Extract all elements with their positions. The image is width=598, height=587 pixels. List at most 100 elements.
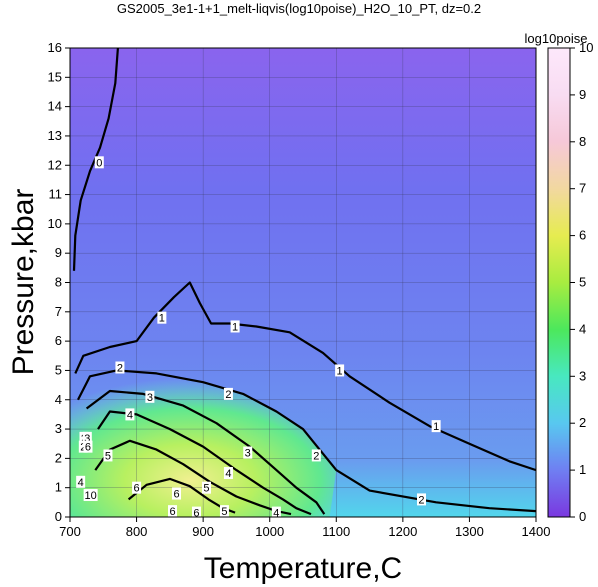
contour-label-box <box>83 489 98 502</box>
contour-label: 1 <box>232 321 238 333</box>
contour-label: 2 <box>418 494 424 506</box>
contour-label-box <box>416 493 426 506</box>
x-axis-ticks: 700 800 900 1000 1100 1200 1300 1400 <box>59 517 550 539</box>
y-tick-label: 8 <box>55 275 62 290</box>
colorbar-tick-label: 6 <box>579 228 586 243</box>
contour-label: 5 <box>105 450 111 462</box>
y-tick-label: 7 <box>55 304 62 319</box>
contour-line-5 <box>94 439 292 516</box>
contour-label: 6 <box>169 506 175 518</box>
contour-label: 4 <box>78 477 84 489</box>
y-tick-label: 12 <box>48 157 62 172</box>
y-tick-label: 11 <box>49 187 63 202</box>
y-tick-label: 16 <box>48 40 62 55</box>
contour-label: 3 <box>147 392 153 404</box>
colorbar-tick-label: 5 <box>579 275 586 290</box>
contour-label-box <box>103 449 113 462</box>
contour-label-box <box>76 475 86 488</box>
colorbar-label: log10poise <box>525 31 588 46</box>
contour-label: 4 <box>225 468 231 480</box>
y-tick-label: 3 <box>55 421 62 436</box>
contour-line-1 <box>74 281 536 472</box>
contour-label: 10 <box>85 490 97 502</box>
contour-label: 3 <box>245 448 251 460</box>
contour-label-box <box>83 440 93 453</box>
contour-label: 2 <box>80 442 86 454</box>
y-tick-label: 9 <box>55 245 62 260</box>
contour-label: 3 <box>84 433 90 445</box>
y-tick-label: 6 <box>55 333 62 348</box>
contour-label-box <box>78 440 88 453</box>
contour-label: 6 <box>134 483 140 495</box>
contour-label-box <box>172 487 182 500</box>
colorbar-tick-label: 7 <box>579 181 586 196</box>
contour-line-4 <box>97 410 312 516</box>
contour-label-box <box>335 364 345 377</box>
x-tick-label: 800 <box>126 524 148 539</box>
contour-label: 2 <box>313 450 319 462</box>
y-tick-label: 15 <box>48 69 62 84</box>
y-tick-label: 1 <box>55 480 62 495</box>
contour-label-box <box>311 449 321 462</box>
contour-label: 1 <box>337 365 343 377</box>
colorbar-tick-label: 1 <box>579 462 586 477</box>
chart-title: GS2005_3e1-1+1_melt-liqvis(log10poise)_H… <box>117 1 481 16</box>
contour-labels: 0111122223344455566662236410 <box>76 156 441 520</box>
contour-label-box <box>191 506 201 517</box>
contour-label: 2 <box>117 363 123 375</box>
contour-label: 5 <box>221 506 227 518</box>
contour-label-box <box>230 320 240 333</box>
x-tick-label: 1100 <box>322 524 350 539</box>
y-tick-label: 10 <box>48 216 62 231</box>
y-tick-label: 4 <box>55 392 62 407</box>
contour-label: 4 <box>127 409 133 421</box>
contour-label: 6 <box>85 442 91 454</box>
contour-label: 4 <box>273 508 279 520</box>
y-tick-label: 0 <box>55 509 62 524</box>
contour-label-box <box>223 467 233 480</box>
x-axis-label: Temperature,C <box>204 552 402 585</box>
x-tick-label: 1300 <box>455 524 484 539</box>
contour-label: 5 <box>203 483 209 495</box>
x-tick-label: 700 <box>59 524 81 539</box>
y-tick-label: 2 <box>55 450 62 465</box>
contour-label-box <box>157 311 167 324</box>
contour-label-box <box>431 420 441 433</box>
contour-label-box <box>223 387 233 400</box>
x-tick-label: 1000 <box>255 524 284 539</box>
colorbar-tick-label: 2 <box>579 415 586 430</box>
contour-label: 2 <box>225 389 231 401</box>
colorbar-tick-label: 8 <box>579 134 586 149</box>
y-axis-label: Pressure,kbar <box>7 189 40 376</box>
contour-line-3 <box>85 389 326 515</box>
colorbar <box>547 47 571 518</box>
x-tick-label: 900 <box>192 524 214 539</box>
colorbar-tick-label: 4 <box>579 321 586 336</box>
contour-label-box <box>82 431 92 444</box>
colorbar-tick-label: 0 <box>579 509 586 524</box>
y-tick-label: 13 <box>48 128 62 143</box>
x-tick-label: 1400 <box>522 524 551 539</box>
contour-label: 1 <box>159 313 165 325</box>
y-tick-label: 5 <box>55 362 62 377</box>
contour-label: 1 <box>433 421 439 433</box>
colorbar-ticks: 0 1 2 3 4 5 6 7 8 9 10 <box>570 40 593 524</box>
contour-label-box <box>168 505 178 517</box>
contour-label-box <box>243 446 253 459</box>
contour-label-box <box>219 505 229 517</box>
contour-label: 0 <box>96 157 102 169</box>
contour-label-box <box>94 156 104 169</box>
contour-label-box <box>271 506 281 517</box>
y-tick-label: 14 <box>48 99 62 114</box>
colorbar-tick-label: 10 <box>579 40 593 55</box>
x-tick-label: 1200 <box>388 524 417 539</box>
contour-label-box <box>201 481 211 494</box>
contour-label: 6 <box>173 489 179 501</box>
contour-label-box <box>145 390 155 403</box>
contour-label: 6 <box>193 508 199 520</box>
colorbar-tick-label: 3 <box>579 368 586 383</box>
contour-label-box <box>115 361 125 374</box>
contour-label-box <box>132 481 142 494</box>
